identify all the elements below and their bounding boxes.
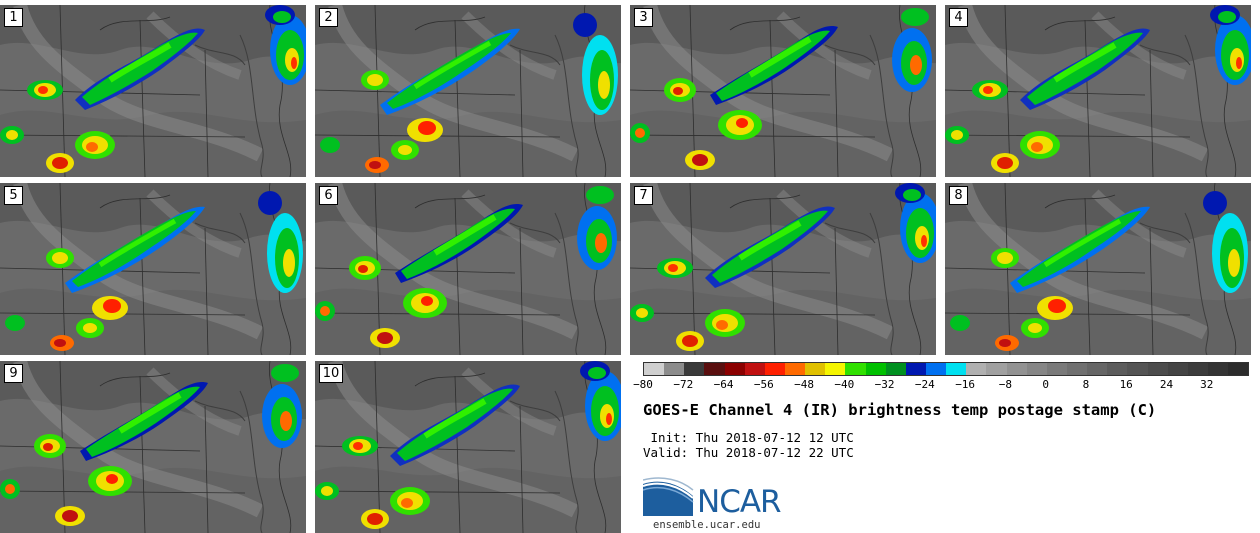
colorbar-segment [1066, 363, 1088, 375]
colorbar-tick-labels: −80 −72 −64 −56 −48 −40 −32 −24 −16 −8 0 8 16 24 32 [633, 378, 1247, 392]
colorbar-segment [925, 363, 947, 375]
ir-satellite-map [0, 183, 306, 355]
ir-satellite-map [0, 361, 306, 533]
colorbar-tick-label: 8 [1082, 378, 1090, 391]
colorbar-segment [1046, 363, 1067, 375]
ncar-logo-text: NCAR [697, 484, 782, 520]
colorbar-tick-label: 24 [1159, 378, 1174, 391]
colorbar-tick-label: −24 [914, 378, 935, 391]
colorbar-tick-label: −64 [713, 378, 734, 391]
postage-stamp-panel: 6 [315, 183, 621, 355]
ir-satellite-map [0, 5, 306, 177]
colorbar-segment [1228, 363, 1249, 375]
colorbar-tick-label: −48 [794, 378, 814, 391]
ncar-logo-icon [643, 477, 694, 516]
colorbar-segment [885, 363, 906, 375]
postage-stamp-panel: 9 [0, 361, 306, 533]
colorbar-tick-label: −56 [753, 378, 774, 391]
colorbar-tick-label: 0 [1042, 378, 1049, 391]
panel-number: 3 [634, 8, 653, 27]
colorbar-segment [946, 363, 967, 375]
colorbar-segment [724, 363, 745, 375]
colorbar-tick-label: 16 [1119, 378, 1133, 391]
postage-stamp-panel: 7 [630, 183, 936, 355]
ir-satellite-map [945, 5, 1251, 177]
colorbar-segment [784, 363, 806, 375]
colorbar-segment [905, 363, 926, 375]
init-time: Init: Thu 2018-07-12 12 UTC [643, 430, 854, 445]
colorbar-segment [1107, 363, 1128, 375]
colorbar-segment [966, 363, 987, 375]
colorbar-tick-label: 32 [1200, 378, 1214, 391]
colorbar-segment [1167, 363, 1188, 375]
ir-satellite-map [945, 183, 1251, 355]
postage-stamp-panel: 2 [315, 5, 621, 177]
postage-stamp-panel: 10 [315, 361, 621, 533]
ir-satellite-map [630, 183, 936, 355]
panel-number: 7 [634, 186, 653, 205]
colorbar-segment [1187, 363, 1208, 375]
postage-stamp-panel: 4 [945, 5, 1251, 177]
colorbar-tick-label: −32 [874, 378, 895, 391]
ncar-site-url[interactable]: ensemble.ucar.edu [653, 519, 761, 531]
colorbar-segment [1127, 363, 1148, 375]
colorbar-segment [664, 363, 685, 375]
ir-satellite-map [315, 183, 621, 355]
colorbar-segment [986, 363, 1007, 375]
panel-number: 9 [4, 364, 23, 383]
colorbar-tick-label: −16 [955, 378, 976, 391]
ir-satellite-map [630, 5, 936, 177]
colorbar-segment [1087, 363, 1108, 375]
colorbar-segment [704, 363, 725, 375]
colorbar-segment [845, 363, 866, 375]
colorbar-segment [805, 363, 826, 375]
panel-number: 1 [4, 8, 23, 27]
colorbar-segment [684, 363, 705, 375]
colorbar-tick-label: −80 [633, 378, 653, 391]
panel-number: 5 [4, 186, 23, 205]
colorbar-segment [764, 363, 785, 375]
colorbar-tick-label: −8 [998, 378, 1013, 391]
ir-satellite-map [315, 5, 621, 177]
valid-time: Valid: Thu 2018-07-12 22 UTC [643, 445, 854, 460]
colorbar-segment [1207, 363, 1229, 375]
panel-number: 4 [949, 8, 968, 27]
postage-stamp-panel: 8 [945, 183, 1251, 355]
ir-satellite-map [315, 361, 621, 533]
colorbar-segment [1026, 363, 1047, 375]
colorbar-segment [825, 363, 846, 375]
colorbar-segment [744, 363, 765, 375]
panel-number: 8 [949, 186, 968, 205]
colorbar-segment [1006, 363, 1027, 375]
postage-stamp-panel: 1 [0, 5, 306, 177]
colorbar [643, 362, 1249, 376]
colorbar-segment [1147, 363, 1168, 375]
postage-stamp-panel: 5 [0, 183, 306, 355]
panel-number: 10 [319, 364, 343, 383]
colorbar-tick-label: −72 [673, 378, 694, 391]
panel-number: 6 [319, 186, 338, 205]
colorbar-segment [644, 363, 665, 375]
colorbar-tick-label: −40 [834, 378, 855, 391]
panel-number: 2 [319, 8, 338, 27]
colorbar-segment [865, 363, 886, 375]
postage-stamp-panel: 3 [630, 5, 936, 177]
figure-title: GOES-E Channel 4 (IR) brightness temp po… [643, 401, 1157, 419]
